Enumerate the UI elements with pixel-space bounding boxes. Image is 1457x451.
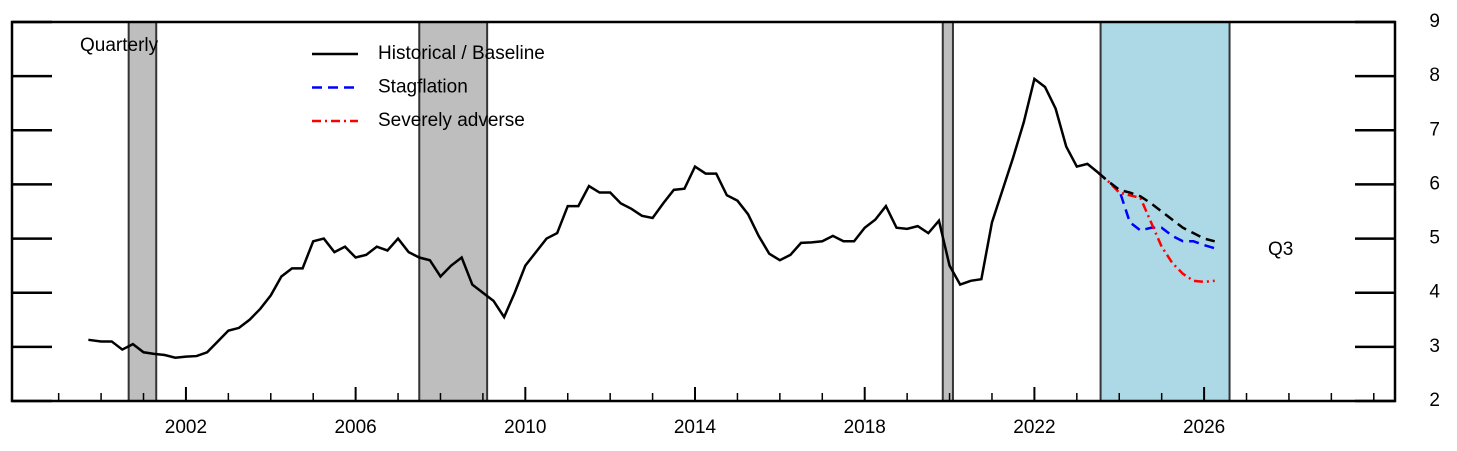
projection-line — [1097, 171, 1216, 243]
x-tick-label: 2014 — [674, 417, 717, 438]
x-tick-label: 2026 — [1183, 417, 1225, 438]
plot-frame — [10, 20, 1397, 403]
y-tick-label: 7 — [1429, 119, 1440, 140]
legend-label: Historical / Baseline — [378, 43, 545, 64]
y-tick-label: 5 — [1429, 228, 1440, 249]
y-tick-label: 3 — [1429, 336, 1440, 357]
legend-label: Stagflation — [378, 77, 468, 98]
x-tick-label: 2018 — [844, 417, 886, 438]
y-tick-label: 4 — [1429, 282, 1440, 303]
y-tick-label: 2 — [1429, 390, 1440, 411]
annotation: Quarterly — [80, 35, 159, 56]
y-tick-label: 9 — [1429, 11, 1440, 32]
x-tick-label: 2002 — [165, 417, 207, 438]
x-tick-label: 2006 — [334, 417, 376, 438]
y-tick-label: 8 — [1429, 65, 1440, 86]
y-tick-label: 6 — [1429, 173, 1440, 194]
shaded-region — [418, 21, 489, 402]
legend-label: Severely adverse — [378, 110, 525, 131]
series-line — [1097, 171, 1215, 284]
x-tick-label: 2010 — [504, 417, 546, 438]
annotation: Q3 — [1268, 239, 1293, 260]
x-tick-label: 2022 — [1013, 417, 1055, 438]
shaded-region — [941, 21, 954, 402]
series-line — [88, 76, 1099, 359]
shaded-region — [1099, 21, 1231, 402]
